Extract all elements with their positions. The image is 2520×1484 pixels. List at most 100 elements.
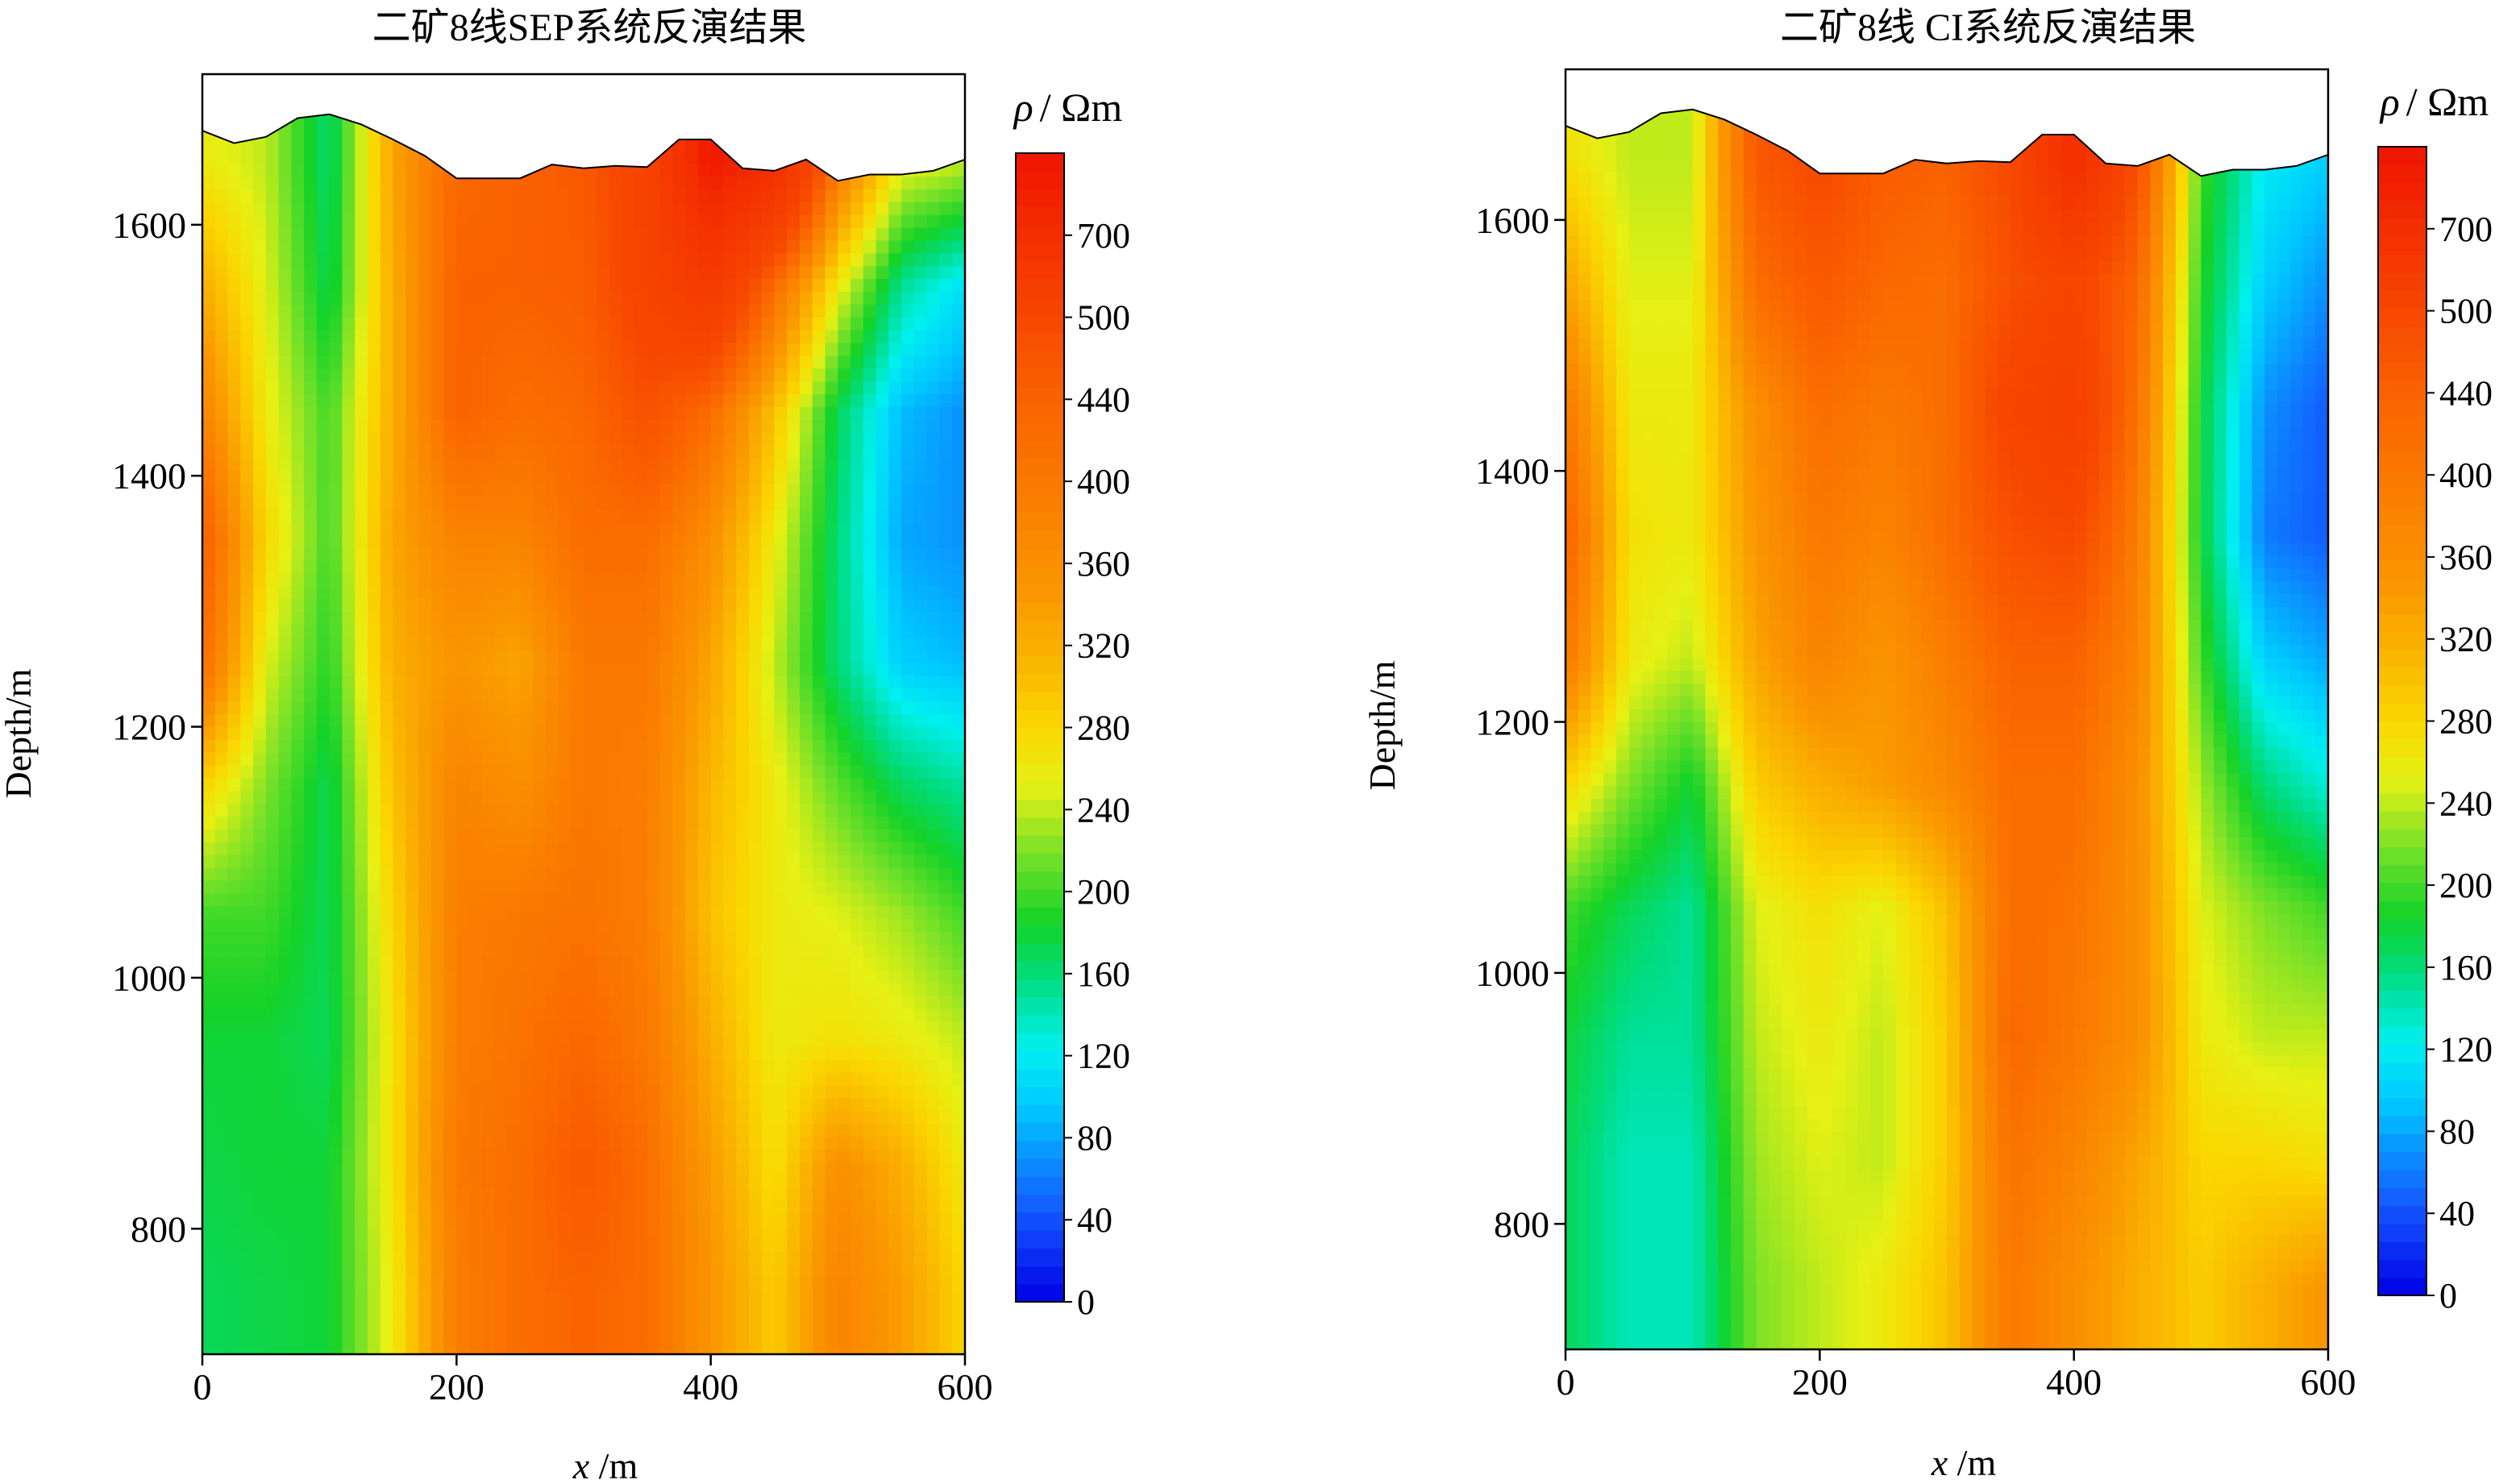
heatmap-cell <box>838 381 851 395</box>
heatmap-cell <box>304 1059 318 1074</box>
heatmap-cell <box>304 343 318 357</box>
heatmap-cell <box>456 791 470 804</box>
heatmap-cell <box>584 1046 597 1061</box>
heatmap-cell <box>584 612 597 626</box>
heatmap-cell <box>456 573 470 587</box>
heatmap-cell <box>901 202 915 216</box>
heatmap-cell <box>787 637 800 651</box>
heatmap-cell <box>685 1046 699 1061</box>
heatmap-cell <box>596 1021 610 1035</box>
heatmap-cell <box>609 957 623 971</box>
heatmap-cell <box>609 919 623 933</box>
heatmap-cell <box>316 1059 331 1074</box>
heatmap-cell <box>913 612 928 626</box>
heatmap-cell <box>278 177 293 190</box>
heatmap-cell <box>875 125 890 139</box>
heatmap-cell <box>659 1034 674 1048</box>
heatmap-cell <box>481 829 496 843</box>
heatmap-cell <box>888 752 902 767</box>
heatmap-cell <box>329 1124 343 1137</box>
heatmap-cell <box>647 599 661 613</box>
heatmap-cell <box>329 599 343 613</box>
heatmap-cell <box>812 266 826 280</box>
heatmap-cell <box>584 138 597 152</box>
heatmap-cell <box>214 445 229 459</box>
heatmap-cell <box>202 445 216 459</box>
heatmap-cell <box>304 842 318 856</box>
heatmap-cell <box>481 573 496 587</box>
heatmap-cell <box>507 304 521 318</box>
heatmap-cell <box>685 1008 699 1022</box>
heatmap-cell <box>571 932 584 946</box>
heatmap-cell <box>787 906 800 920</box>
heatmap-cell <box>888 880 902 895</box>
heatmap-cell <box>761 432 776 447</box>
heatmap-cell <box>787 522 800 536</box>
heatmap-cell <box>774 177 788 190</box>
heatmap-cell <box>697 970 712 984</box>
heatmap-cell <box>812 138 826 152</box>
heatmap-cell <box>240 726 254 741</box>
heatmap-cell <box>265 279 280 293</box>
heatmap-cell <box>507 458 521 472</box>
heatmap-cell <box>202 612 216 626</box>
heatmap-cell <box>202 1059 216 1074</box>
heatmap-cell <box>863 1034 877 1048</box>
heatmap-cell <box>723 240 737 255</box>
heatmap-cell <box>532 343 547 357</box>
heatmap-cell <box>368 151 381 164</box>
heatmap-cell <box>685 842 699 856</box>
heatmap-cell <box>888 343 902 357</box>
heatmap-cell <box>609 394 623 408</box>
heatmap-cell <box>659 484 674 497</box>
heatmap-cell <box>304 650 318 664</box>
heatmap-cell <box>507 752 521 767</box>
heatmap-cell <box>800 138 813 152</box>
heatmap-cell <box>227 125 242 139</box>
heatmap-cell <box>545 880 559 895</box>
heatmap-cell <box>710 637 725 651</box>
heatmap-cell <box>584 867 597 882</box>
heatmap-cell <box>240 829 254 843</box>
heatmap-cell <box>558 522 572 536</box>
heatmap-cell <box>863 906 877 920</box>
heatmap-cell <box>545 497 559 510</box>
heatmap-cell <box>711 100 725 114</box>
heatmap-cell <box>520 726 534 741</box>
heatmap-cell <box>672 240 686 255</box>
heatmap-cell <box>253 599 267 613</box>
heatmap-cell <box>812 893 826 907</box>
heatmap-cell <box>723 804 737 817</box>
heatmap-cell <box>532 842 547 856</box>
heatmap-cell <box>443 752 458 767</box>
heatmap-cell <box>850 1124 864 1137</box>
heatmap-cell <box>659 240 674 255</box>
heatmap-cell <box>240 394 254 408</box>
heatmap-cell <box>672 330 686 344</box>
heatmap-cell <box>481 445 496 459</box>
heatmap-cell <box>774 471 788 484</box>
heatmap-cell <box>749 880 763 895</box>
heatmap-cell <box>304 983 318 997</box>
heatmap-cell <box>584 970 597 984</box>
heatmap-cell <box>418 893 432 907</box>
heatmap-cell <box>215 100 229 114</box>
heatmap-cell <box>609 893 623 907</box>
heatmap-cell <box>723 944 737 958</box>
heatmap-cell <box>227 304 242 318</box>
heatmap-cell <box>825 253 839 267</box>
heatmap-cell <box>888 304 902 318</box>
heatmap-cell <box>494 214 509 229</box>
heatmap-cell <box>584 266 597 280</box>
heatmap-cell <box>647 534 661 549</box>
heatmap-cell <box>710 509 725 523</box>
heatmap-cell <box>634 138 648 152</box>
heatmap-cell <box>875 227 890 242</box>
heatmap-cell <box>685 663 699 677</box>
heatmap-cell <box>240 534 254 549</box>
heatmap-cell <box>532 957 547 971</box>
heatmap-cell <box>736 355 750 370</box>
heatmap-cell <box>787 1046 800 1061</box>
heatmap-cell <box>634 573 648 587</box>
